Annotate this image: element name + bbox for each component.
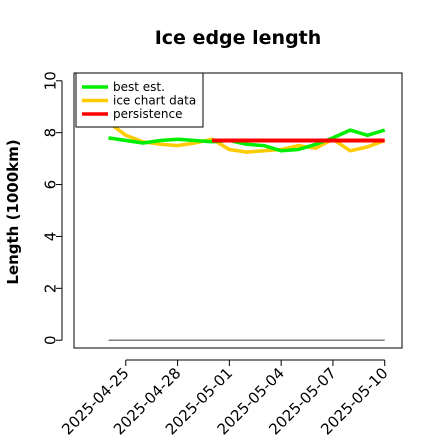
y-tick-label: 4 xyxy=(41,232,59,242)
plot-frame xyxy=(73,72,403,349)
chart-title: Ice edge length xyxy=(155,27,322,49)
y-tick-label: 2 xyxy=(41,284,59,294)
x-axis: 2025-04-252025-04-282025-05-012025-05-04… xyxy=(58,359,392,438)
legend-label: ice chart data xyxy=(113,94,196,108)
legend-label: best est. xyxy=(113,80,165,94)
y-tick-label: 8 xyxy=(41,128,59,138)
y-tick-label: 0 xyxy=(41,335,59,345)
y-axis-label: Length (1000km) xyxy=(4,139,22,284)
legend-label: persistence xyxy=(113,107,182,121)
y-axis: 0 2 4 6 8 10 xyxy=(41,71,63,345)
series-line-best-est xyxy=(108,128,386,153)
series-line-ice-chart-data xyxy=(107,120,386,154)
y-tick-label: 10 xyxy=(41,71,59,90)
y-tick-label: 6 xyxy=(41,180,59,190)
series-layer xyxy=(107,120,386,341)
